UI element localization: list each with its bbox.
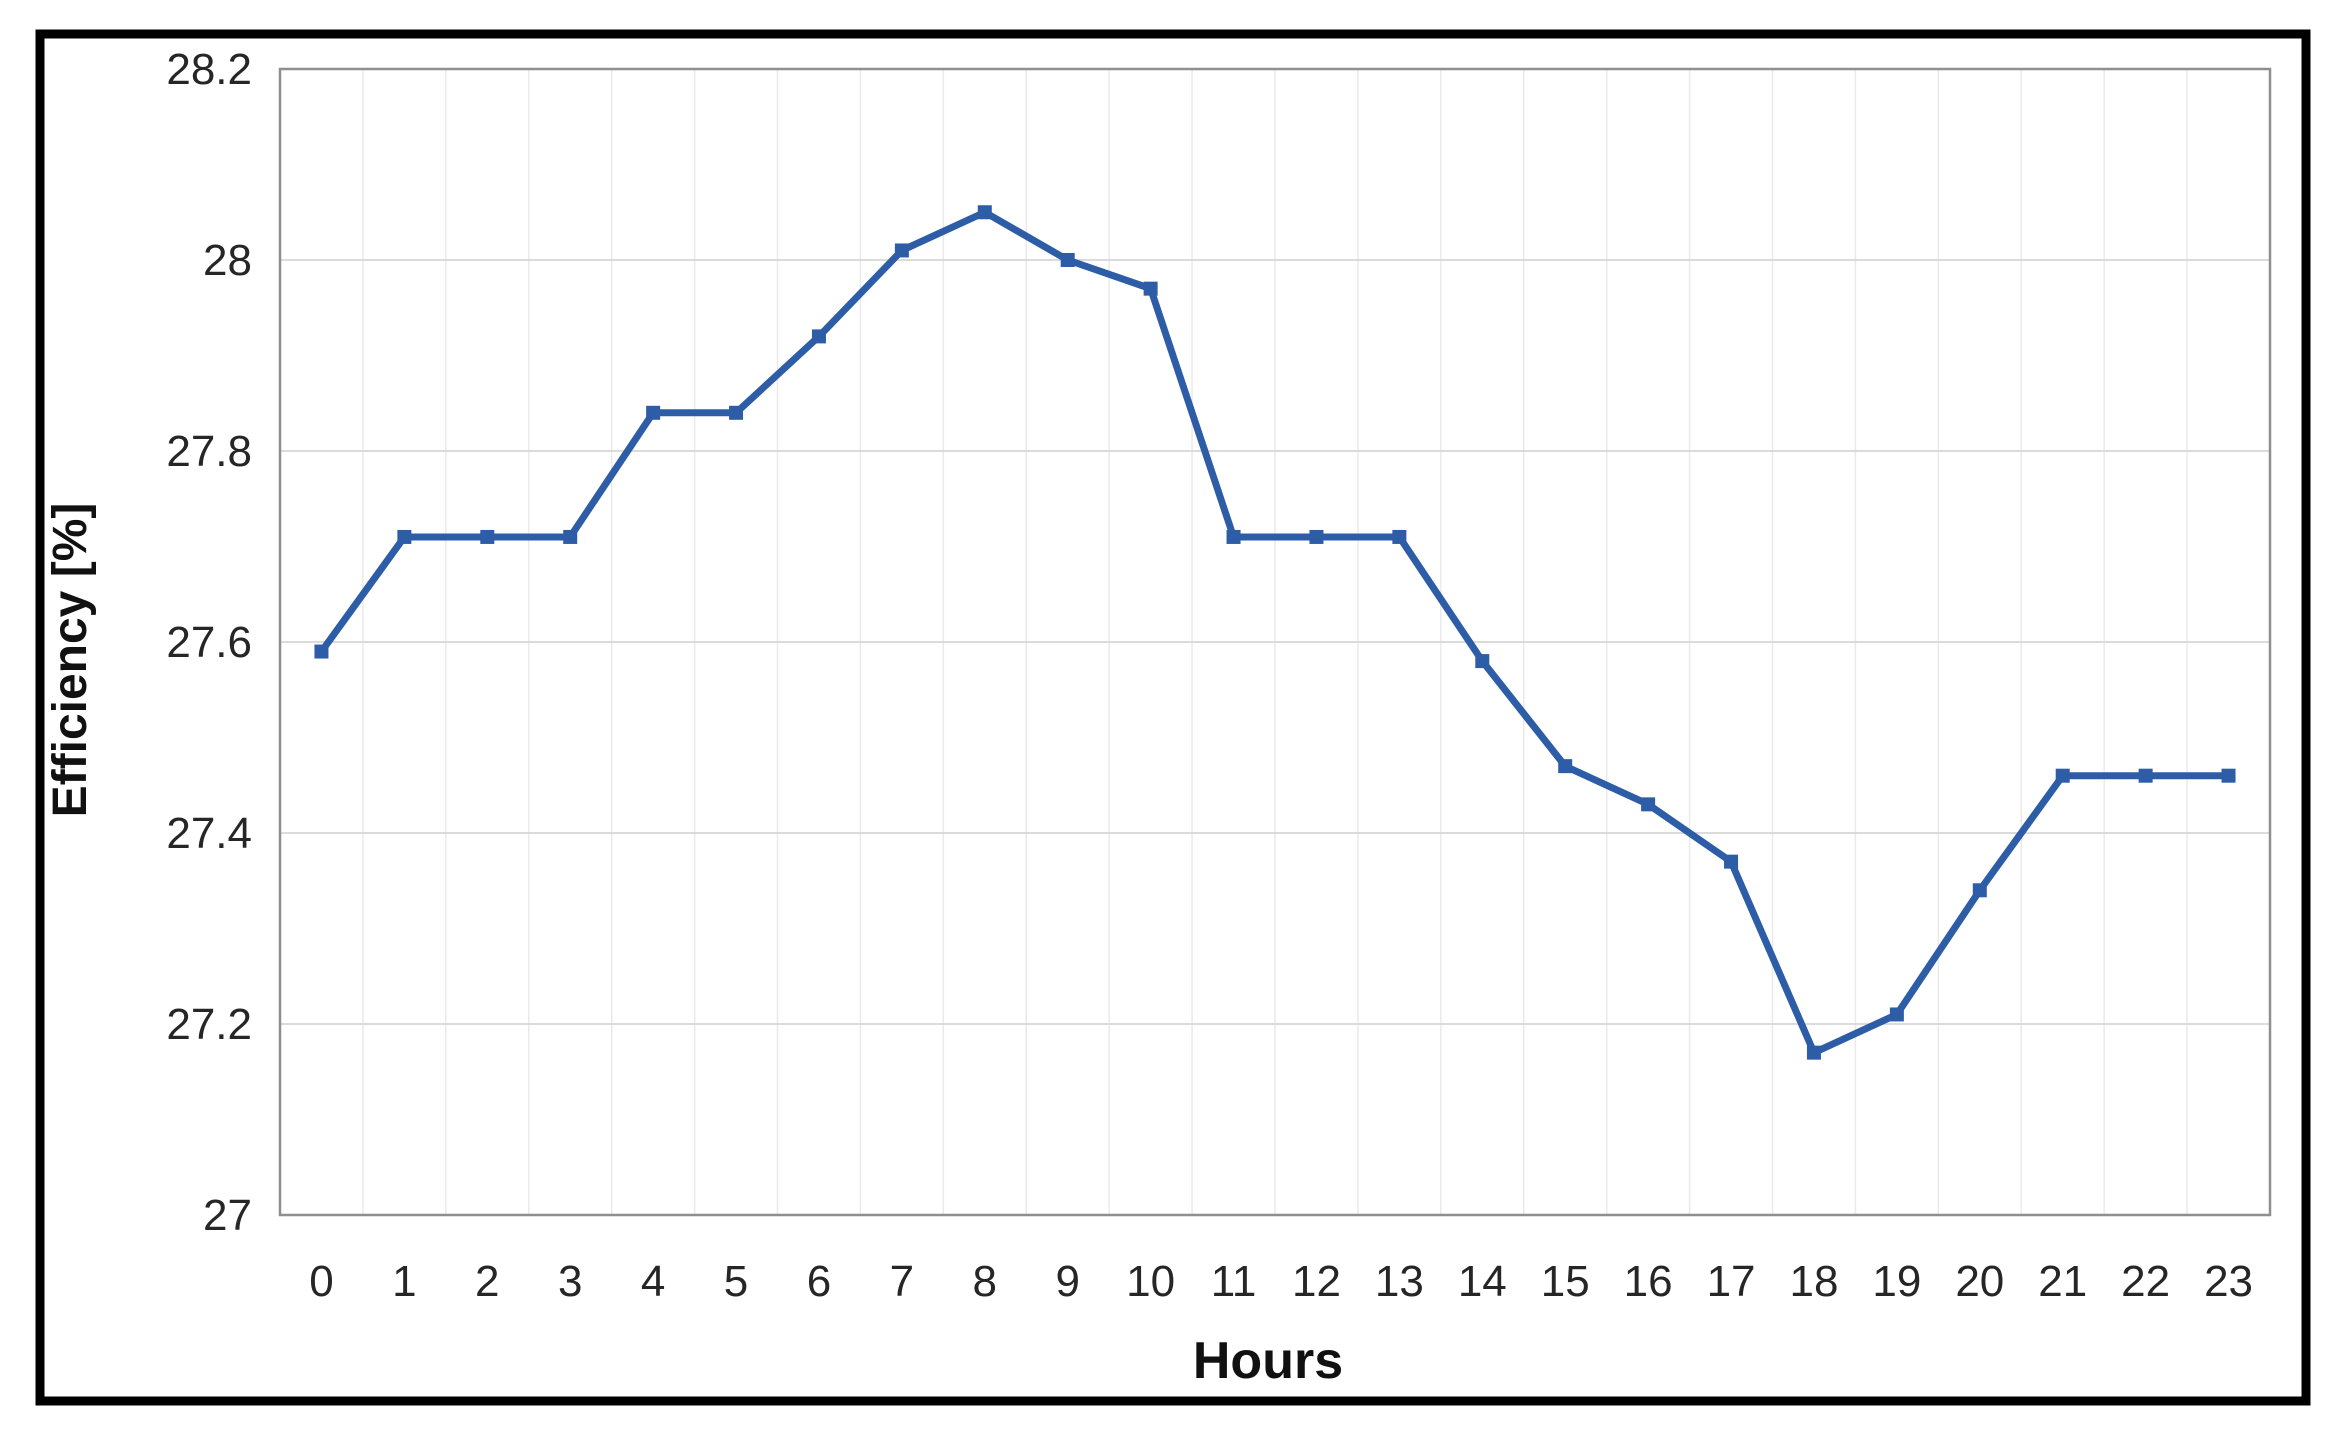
x-tick-label: 14 bbox=[1458, 1257, 1507, 1306]
x-tick-label: 19 bbox=[1872, 1257, 1921, 1306]
y-tick-label: 27.6 bbox=[166, 618, 252, 667]
figure-border bbox=[35, 29, 2311, 1406]
x-tick-label: 10 bbox=[1126, 1257, 1175, 1306]
y-tick-label: 28.2 bbox=[166, 45, 252, 94]
y-tick-label: 28 bbox=[203, 236, 252, 285]
y-tick-label: 27.4 bbox=[166, 809, 252, 858]
x-tick-label: 13 bbox=[1375, 1257, 1424, 1306]
y-tick-label: 27 bbox=[203, 1191, 252, 1240]
x-tick-label: 1 bbox=[392, 1257, 416, 1306]
efficiency-series-markers bbox=[314, 205, 2236, 1060]
y-axis-tick-labels: 27 27.2 27.4 27.6 27.8 28 28.2 bbox=[166, 45, 252, 1240]
x-tick-label: 22 bbox=[2121, 1257, 2170, 1306]
y-tick-label: 27.8 bbox=[166, 427, 252, 476]
x-tick-label: 2 bbox=[475, 1257, 499, 1306]
x-tick-label: 3 bbox=[558, 1257, 582, 1306]
x-tick-label: 18 bbox=[1789, 1257, 1838, 1306]
x-tick-label: 5 bbox=[724, 1257, 748, 1306]
x-tick-label: 20 bbox=[1955, 1257, 2004, 1306]
x-tick-label: 9 bbox=[1055, 1257, 1079, 1306]
x-tick-label: 6 bbox=[807, 1257, 831, 1306]
x-tick-label: 12 bbox=[1292, 1257, 1341, 1306]
x-axis-tick-labels: 0 1 2 3 4 5 6 7 8 9 10 11 12 13 14 15 16 17 18 19 20 21 22 23 bbox=[309, 1257, 2253, 1306]
y-tick-label: 27.2 bbox=[166, 1000, 252, 1049]
x-tick-label: 17 bbox=[1707, 1257, 1756, 1306]
x-tick-label: 23 bbox=[2204, 1257, 2253, 1306]
x-tick-label: 7 bbox=[890, 1257, 914, 1306]
y-axis-title: Efficiency [%] bbox=[44, 503, 97, 818]
x-axis-title: Hours bbox=[1193, 1332, 1343, 1390]
x-tick-label: 4 bbox=[641, 1257, 665, 1306]
x-tick-label: 21 bbox=[2038, 1257, 2087, 1306]
plot-area-border bbox=[278, 67, 2272, 1217]
x-tick-label: 0 bbox=[309, 1257, 333, 1306]
x-tick-label: 8 bbox=[973, 1257, 997, 1306]
efficiency-series-line bbox=[317, 208, 2233, 1057]
x-tick-label: 16 bbox=[1624, 1257, 1673, 1306]
x-tick-label: 15 bbox=[1541, 1257, 1590, 1306]
x-tick-label: 11 bbox=[1211, 1257, 1257, 1306]
